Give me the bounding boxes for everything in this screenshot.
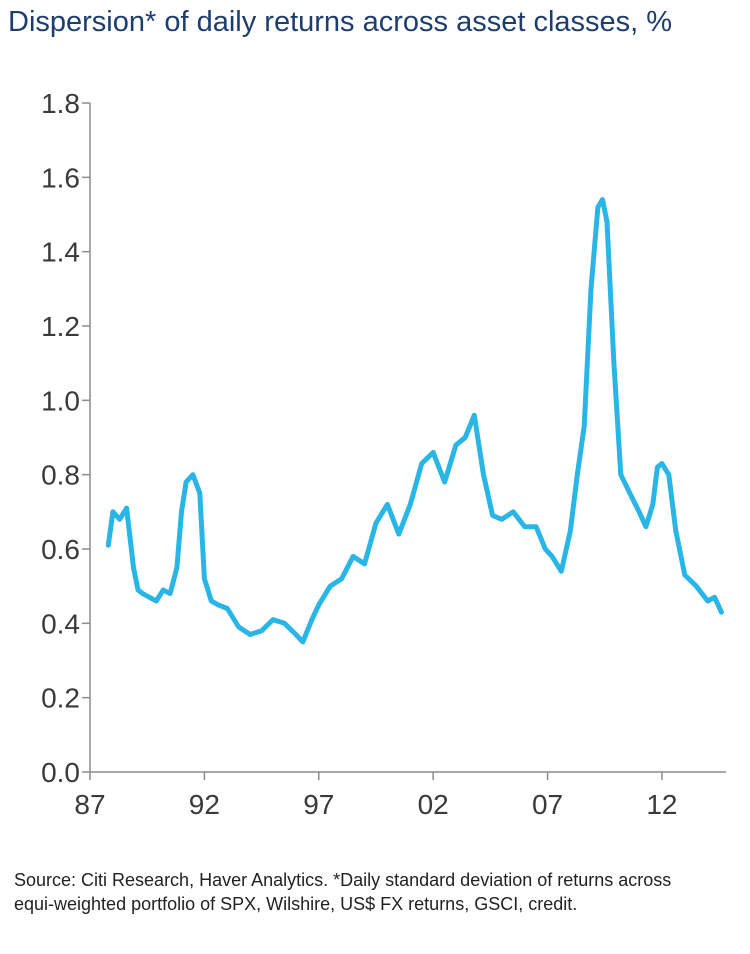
chart-title: Dispersion* of daily returns across asse… — [8, 6, 673, 38]
x-axis: 87 92 97 02 07 12 — [74, 771, 726, 820]
x-tick-label: 92 — [189, 789, 220, 820]
y-tick-label: 0.0 — [41, 757, 80, 788]
series-line — [105, 197, 724, 645]
x-tick-label: 02 — [418, 789, 449, 820]
x-tick-label: 12 — [646, 789, 677, 820]
source-note: Source: Citi Research, Haver Analytics. … — [14, 870, 672, 914]
y-tick-label: 1.0 — [41, 385, 80, 416]
x-tick-label: 97 — [303, 789, 334, 820]
y-tick-label: 0.6 — [41, 534, 80, 565]
y-tick-label: 1.2 — [41, 311, 80, 342]
line-chart: 0.0 0.2 0.4 0.6 0.8 1.0 1.2 1.4 1.6 1.8 87 92 97 02 0… — [41, 88, 726, 820]
y-tick-label: 1.4 — [41, 237, 80, 268]
x-tick-label: 87 — [74, 789, 105, 820]
series-layer — [105, 197, 724, 645]
y-tick-label: 0.4 — [41, 608, 80, 639]
y-tick-label: 1.8 — [41, 88, 80, 119]
x-tick-label: 07 — [532, 789, 563, 820]
y-tick-label: 1.6 — [41, 162, 80, 193]
y-tick-label: 0.2 — [41, 683, 80, 714]
y-tick-label: 0.8 — [41, 460, 80, 491]
y-axis: 0.0 0.2 0.4 0.6 0.8 1.0 1.2 1.4 1.6 1.8 — [41, 88, 91, 788]
